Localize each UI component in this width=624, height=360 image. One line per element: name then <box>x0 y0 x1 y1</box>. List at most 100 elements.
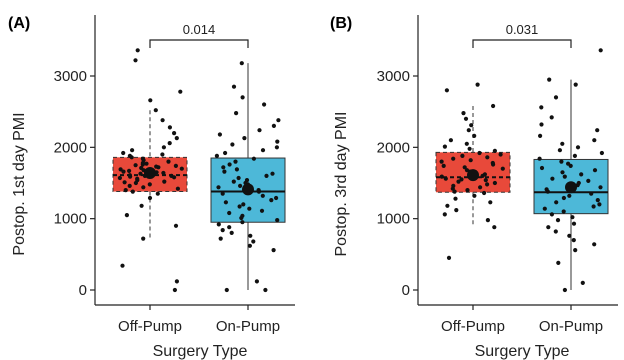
panel-a-off-pump-point <box>127 183 132 188</box>
panel-b-off-pump-point <box>477 150 482 156</box>
panel-a-on-pump-point <box>248 233 253 238</box>
panel-a-off-pump-point <box>167 141 172 146</box>
panel-b-on-pump-point <box>567 233 572 238</box>
panel-b-off-pump-point <box>500 166 505 171</box>
panel-a-on-pump-point <box>264 173 269 178</box>
panel-b-y-tick-label: 3000 <box>377 68 410 85</box>
panel-a-off-pump-point <box>169 173 174 178</box>
panel-b-off-pump-point <box>492 225 497 230</box>
panel-a-off-pump-point <box>135 48 140 53</box>
panel-a-off-pump-point <box>127 168 132 173</box>
panel-a-off-pump-mean-marker <box>144 167 156 180</box>
panel-b-off-pump-mean-marker <box>467 169 479 182</box>
panel-b-off-pump-point <box>485 155 490 160</box>
panel-b-x-tick-off-pump: Off-Pump <box>441 318 505 335</box>
panel-a-y-tick-label: 3000 <box>54 68 87 85</box>
panel-b-off-pump-point <box>444 88 449 93</box>
panel-a-off-pump-point <box>173 223 179 228</box>
panel-a-on-pump-point <box>260 193 265 198</box>
panel-b-y-tick-label: 2000 <box>377 139 410 156</box>
panel-a-on-pump-point <box>230 142 235 147</box>
panel-b-off-pump-point <box>492 148 497 153</box>
panel-a-off-pump-point <box>167 125 172 130</box>
panel-a-off-pump-point <box>133 58 138 63</box>
panel-a-on-pump-point <box>262 102 267 107</box>
panel-a-off-pump-point <box>117 175 122 181</box>
panel-b-on-pump-point <box>571 238 576 243</box>
panel-b-comparison-label: 0.031 <box>506 22 539 37</box>
panel-b-off-pump-point <box>442 144 447 149</box>
panel-a-off-pump-point <box>127 173 132 178</box>
panel-a-on-pump-point <box>275 139 280 144</box>
panel-a-on-pump-point <box>238 183 243 188</box>
panel-b-off-pump-point <box>465 188 470 193</box>
panel-a-on-pump-point <box>224 287 229 293</box>
panel-a-ylabel-group: Postop. 1st day PMI <box>11 112 28 255</box>
panel-b-off-pump-point <box>442 212 447 217</box>
panel-b-on-pump-point <box>559 159 564 164</box>
panel-a-on-pump-point <box>274 195 279 201</box>
panel-a-off-pump-point <box>139 203 144 208</box>
panel-b-on-pump-point <box>553 95 559 100</box>
panel-a-on-pump-point <box>271 248 276 253</box>
panel-b-on-pump-point <box>598 185 603 190</box>
panel-a-off-pump-point <box>141 236 146 241</box>
panel-a-on-pump-point <box>276 118 281 123</box>
panel-a: (A) Postop. 1st day PMI Surgery Type Off… <box>8 15 295 360</box>
panel-b-on-pump-point <box>546 225 551 230</box>
panel-a-off-pump-point <box>118 167 123 172</box>
panel-b-off-pump-point <box>491 103 496 109</box>
panel-a-off-pump-point <box>174 136 179 141</box>
panel-a-off-pump-point <box>174 279 179 284</box>
panel-a-on-pump-point <box>218 236 223 241</box>
panel-b-off-pump-point <box>488 200 493 205</box>
panel-a-off-pump-point <box>121 150 126 156</box>
panel-b-off-pump-point <box>483 178 488 183</box>
panel-b-on-pump-point <box>586 178 591 183</box>
panel-a-on-pump-point <box>223 150 228 156</box>
panel-b-on-pump-point <box>567 193 572 198</box>
panel-a-off-pump-point <box>122 180 127 185</box>
panel-b-on-pump-mean-marker <box>565 181 577 194</box>
panel-a-on-pump-point <box>220 228 225 233</box>
panel-a-off-pump-point <box>135 176 140 181</box>
panel-b-on-pump-point <box>556 260 561 265</box>
panel-a-off-pump-point <box>141 185 146 190</box>
panel-b-x-tick-on-pump: On-Pump <box>539 318 603 335</box>
panel-a-on-pump-point <box>227 210 232 216</box>
panel-b-on-pump-point <box>539 105 544 110</box>
panel-a-on-pump-point <box>240 220 245 225</box>
panel-a-on-pump-point <box>223 200 228 205</box>
panel-b-on-pump-point <box>573 248 578 253</box>
panel-a-y-tick-label: 1000 <box>54 211 87 228</box>
panel-b-on-pump-point <box>591 204 596 209</box>
panel-a-off-pump-point <box>155 191 160 196</box>
panel-a-off-pump-point <box>133 163 138 168</box>
panel-a-off-pump-point <box>140 156 145 161</box>
panel-a-on-pump-point <box>237 204 242 209</box>
panel-b-off-pump-point <box>446 255 452 260</box>
panel-b-off-pump-point <box>439 159 444 164</box>
panel-b-off-pump-point <box>456 179 461 184</box>
panel-b-on-pump-point <box>542 206 547 211</box>
panel-b-off-pump-point <box>478 185 483 190</box>
panel-b-on-pump-point <box>537 156 542 161</box>
panel-a-off-pump-point <box>121 169 126 174</box>
panel-b-x-axis-title: Surgery Type <box>475 343 570 360</box>
panel-a-off-pump-point <box>147 182 152 187</box>
panel-b-y-tick-label: 0 <box>402 282 410 299</box>
panel-b-ylabel-group: Postop. 3rd day PMI <box>333 112 350 257</box>
panel-a-on-pump-point <box>229 230 234 235</box>
panel-b-label: (B) <box>330 15 352 32</box>
panel-b-on-pump-point <box>575 145 581 150</box>
panel-b-on-pump-point <box>562 174 567 179</box>
panel-a-off-pump-point <box>161 145 166 150</box>
panel-b-off-pump-point <box>472 133 477 138</box>
panel-b-off-pump-point <box>439 174 444 179</box>
panel-b-on-pump-point <box>598 48 603 53</box>
panel-b-off-pump-point <box>467 146 472 151</box>
panel-a-on-pump-point <box>239 61 244 66</box>
panel-a-on-pump-point <box>240 213 245 218</box>
panel-b-on-pump-point <box>592 138 597 143</box>
panel-b-on-pump-point <box>553 229 558 234</box>
